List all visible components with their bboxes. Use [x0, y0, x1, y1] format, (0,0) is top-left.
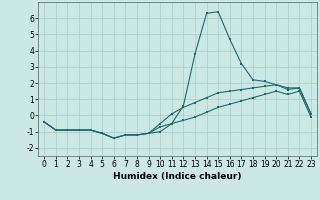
X-axis label: Humidex (Indice chaleur): Humidex (Indice chaleur): [113, 172, 242, 181]
